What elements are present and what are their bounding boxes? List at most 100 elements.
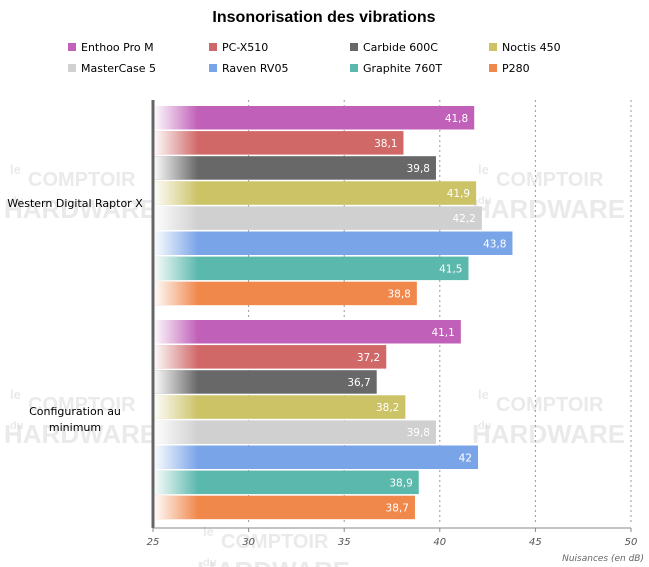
legend-swatch [209,43,217,51]
category-label: minimum [49,421,101,434]
bar [153,445,479,469]
svg-text:le: le [203,524,214,539]
data-label: 42,2 [452,213,475,225]
bar [153,370,377,394]
bar [153,256,469,281]
svg-text:COMPTOIR: COMPTOIR [496,169,604,191]
legend-item-7: Graphite 760T [350,62,442,75]
svg-text:HARDWARE: HARDWARE [197,556,350,567]
bar [153,106,475,130]
bars [153,106,513,520]
svg-text:HARDWARE: HARDWARE [4,194,157,224]
legend-swatch [68,43,76,51]
data-label: 39,8 [407,163,430,175]
bar [153,281,417,306]
data-label: 38,2 [376,402,399,414]
bar-fade [153,256,198,281]
legend-item-8: P280 [489,62,530,75]
legend-item-1: Enthoo Pro M [68,41,154,54]
legend-swatch [209,64,217,72]
data-label: 38,1 [374,138,397,150]
legend-label: Raven RV05 [222,62,288,75]
legend-item-6: Raven RV05 [209,62,288,75]
legend: Enthoo Pro M PC-X510 Carbide 600C Noctis 45… [68,41,561,75]
bar [153,345,387,369]
bar [153,131,404,155]
bar [153,231,513,255]
svg-text:du: du [478,195,491,207]
legend-item-4: Noctis 450 [489,41,561,54]
legend-label: Enthoo Pro M [81,41,154,54]
bar-fade [153,281,198,306]
legend-label: Graphite 760T [363,62,442,75]
legend-label: PC-X510 [222,41,268,54]
legend-swatch [350,64,358,72]
labels: 25 30 35 40 45 50 41,8 38,1 39,8 41,9 42,2 43,8 41,5… [7,113,637,548]
tick-label: 35 [338,537,351,548]
bar [153,181,477,205]
svg-text:COMPTOIR: COMPTOIR [28,169,136,191]
bar-fade [153,231,198,255]
data-label: 39,8 [407,427,430,439]
data-label: 41,5 [439,263,462,275]
data-label: 41,9 [447,188,470,200]
bar-fade [153,445,198,469]
bar-fade [153,206,198,230]
legend-swatch [350,43,358,51]
legend-swatch [489,64,497,72]
svg-text:HARDWARE: HARDWARE [472,419,625,449]
bar [153,495,415,520]
bar-group-2 [153,320,479,520]
svg-text:du: du [478,420,491,432]
svg-text:COMPTOIR: COMPTOIR [28,394,136,416]
data-label: 41,8 [445,113,468,125]
data-label: 42 [459,452,472,464]
svg-text:le: le [478,387,489,402]
bar [153,156,436,180]
bar-fade [153,131,198,155]
data-label: 36,7 [347,377,370,389]
bar [153,395,406,419]
legend-swatch [489,43,497,51]
svg-text:COMPTOIR: COMPTOIR [496,394,604,416]
svg-text:du: du [203,557,216,567]
data-label: 37,2 [357,352,380,364]
bar-fade [153,320,198,344]
tick-label: 25 [147,537,160,548]
x-axis-title: Nuisances (en dB) [562,554,644,564]
data-label: 38,9 [389,477,412,489]
data-label: 43,8 [483,238,506,250]
data-label: 41,1 [431,327,454,339]
bar-fade [153,181,198,205]
legend-label: Noctis 450 [502,41,561,54]
svg-text:le: le [10,162,21,177]
bar [153,420,436,444]
category-label: Western Digital Raptor X [7,197,143,210]
legend-label: P280 [502,62,530,75]
svg-text:HARDWARE: HARDWARE [4,419,157,449]
axes [151,100,632,532]
legend-item-3: Carbide 600C [350,41,438,54]
category-label: Configuration au [29,405,121,418]
tick-label: 40 [433,537,446,548]
bar-fade [153,495,198,520]
tick-label: 45 [529,537,542,548]
svg-text:le: le [10,387,21,402]
bar [153,470,419,495]
bar-fade [153,156,198,180]
data-label: 38,8 [387,288,410,300]
chart-title: Insonorisation des vibrations [212,9,435,26]
legend-label: Carbide 600C [363,41,438,54]
svg-text:HARDWARE: HARDWARE [472,194,625,224]
svg-text:COMPTOIR: COMPTOIR [221,531,329,553]
legend-swatch [68,64,76,72]
bar-fade [153,345,198,369]
bar [153,320,461,344]
tick-label: 30 [242,537,255,548]
